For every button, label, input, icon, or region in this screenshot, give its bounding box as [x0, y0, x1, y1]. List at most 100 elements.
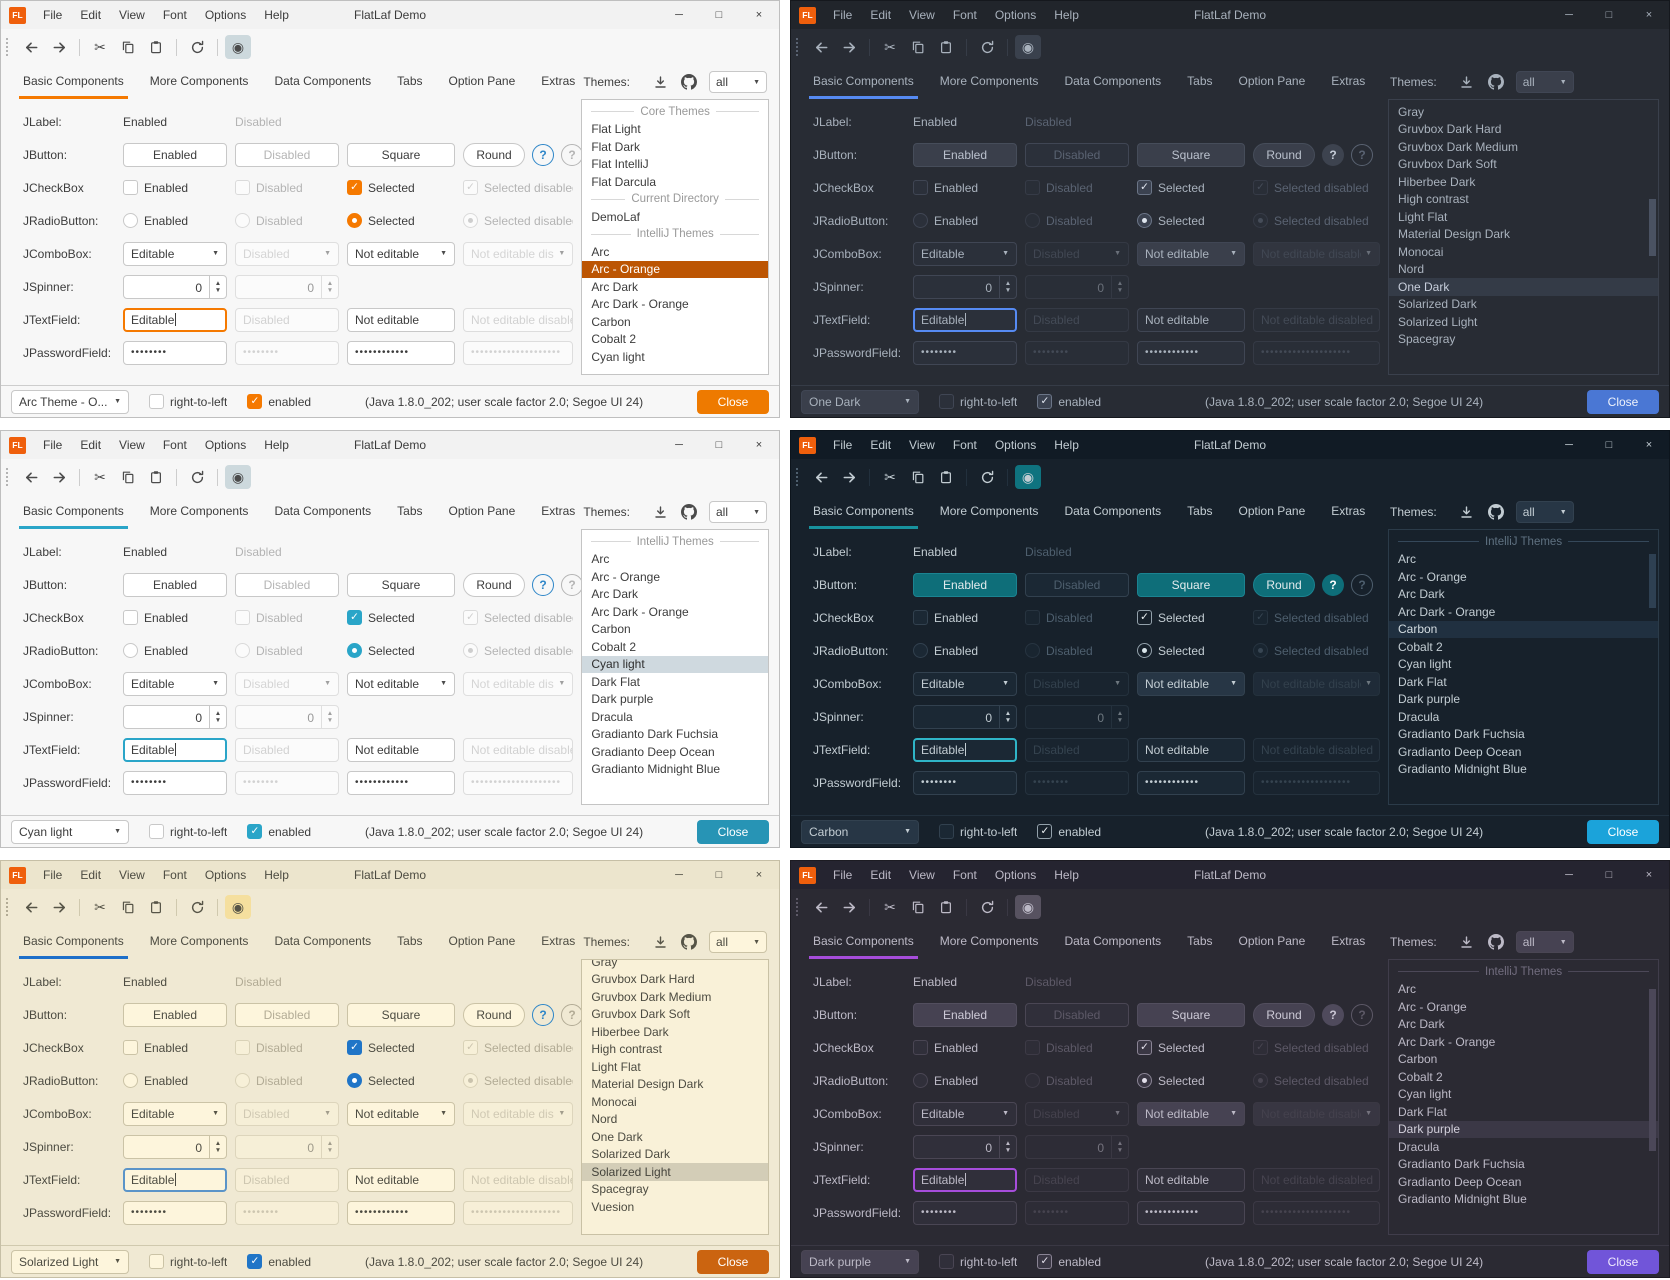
tab-data-components[interactable]: Data Components [1064, 934, 1162, 948]
checkbox-enabled[interactable]: Enabled [123, 180, 188, 195]
minimize-button[interactable]: ─ [675, 869, 683, 881]
cut-button[interactable]: ✂ [94, 468, 106, 485]
list-scrollbar[interactable] [1649, 102, 1656, 372]
checkbox-enabled[interactable]: Enabled [913, 610, 978, 625]
maximize-button[interactable]: □ [715, 9, 723, 21]
theme-list-item[interactable]: Nord [1398, 262, 1425, 277]
menu-item-view[interactable]: View [909, 8, 935, 22]
theme-list-item[interactable]: Arc [591, 552, 610, 567]
passwordfield[interactable]: •••••••••••• [1137, 770, 1245, 795]
square-button[interactable]: Square [1137, 572, 1245, 597]
menu-item-edit[interactable]: Edit [80, 8, 102, 22]
refresh-button[interactable] [184, 35, 210, 59]
scrollbar-thumb[interactable] [1649, 989, 1656, 1151]
tab-data-components[interactable]: Data Components [274, 74, 372, 88]
enabled-button[interactable]: Enabled [913, 1002, 1017, 1027]
forward-button[interactable] [46, 465, 72, 489]
theme-list-item[interactable]: Arc Dark [1398, 587, 1445, 602]
download-themes-button[interactable] [651, 503, 669, 521]
theme-list-item[interactable]: Arc Dark - Orange [1398, 604, 1496, 619]
paste-button[interactable] [933, 465, 959, 489]
menu-item-view[interactable]: View [119, 868, 145, 882]
passwordfield[interactable]: •••••••••••• [1137, 340, 1245, 365]
combobox-editable[interactable]: Editable ▼ [913, 241, 1017, 266]
tab-extras[interactable]: Extras [541, 504, 576, 518]
paste-button[interactable] [143, 895, 169, 919]
theme-list-item[interactable]: Arc Dark - Orange [1398, 1034, 1496, 1049]
passwordfield[interactable]: •••••••• [913, 1200, 1017, 1225]
tab-basic-components[interactable]: Basic Components [809, 495, 918, 529]
paste-button[interactable] [143, 35, 169, 59]
textfield-editable[interactable]: Editable [913, 307, 1017, 332]
menu-item-help[interactable]: Help [264, 438, 289, 452]
tab-option-pane[interactable]: Option Pane [1238, 74, 1306, 88]
menu-item-options[interactable]: Options [994, 8, 1037, 22]
close-window-button[interactable]: × [1645, 869, 1653, 881]
menu-item-file[interactable]: File [43, 438, 63, 452]
textfield-not-editable[interactable]: Not editable [347, 1167, 455, 1192]
theme-list-item[interactable]: Gradianto Dark Fuchsia [591, 727, 719, 742]
menu-item-font[interactable]: Font [162, 8, 187, 22]
maximize-button[interactable]: □ [715, 869, 723, 881]
close-button[interactable]: Close [697, 1249, 769, 1274]
theme-list-item[interactable]: Material Design Dark [1398, 227, 1511, 242]
close-window-button[interactable]: × [1645, 9, 1653, 21]
help-button[interactable]: ? [532, 573, 554, 596]
passwordfield[interactable]: •••••••••••• [347, 340, 455, 365]
theme-list-item[interactable]: Solarized Light [1398, 314, 1478, 329]
theme-list-item[interactable]: Gradianto Midnight Blue [1398, 762, 1527, 777]
tab-tabs[interactable]: Tabs [1187, 504, 1213, 518]
theme-list-item[interactable]: Cyan light [1398, 1087, 1452, 1102]
theme-list-item[interactable]: Material Design Dark [591, 1077, 704, 1092]
help-button[interactable]: ? [1322, 573, 1344, 596]
checkbox-selected[interactable]: ✓ Selected [1137, 1040, 1205, 1055]
theme-list-item[interactable]: Arc - Orange [591, 569, 661, 584]
theme-list-item[interactable]: Monocai [591, 1094, 637, 1109]
refresh-button[interactable] [184, 465, 210, 489]
square-button[interactable]: Square [347, 1002, 455, 1027]
tab-extras[interactable]: Extras [1331, 504, 1366, 518]
back-button[interactable] [18, 465, 44, 489]
theme-list-item[interactable]: Flat Light [591, 122, 641, 137]
square-button[interactable]: Square [1137, 1002, 1245, 1027]
passwordfield[interactable]: •••••••••••• [1137, 1200, 1245, 1225]
theme-list-item[interactable]: One Dark [1389, 278, 1658, 296]
menu-item-edit[interactable]: Edit [870, 438, 892, 452]
radiobutton-enabled[interactable]: Enabled [123, 1073, 188, 1088]
checkbox-selected[interactable]: ✓ Selected [347, 1040, 415, 1055]
radiobutton-selected[interactable]: Selected [1137, 643, 1205, 658]
theme-list-item[interactable]: Monocai [1398, 244, 1444, 259]
theme-combobox[interactable]: Arc Theme - O... ▼ [11, 389, 129, 414]
back-button[interactable] [18, 35, 44, 59]
help-button[interactable]: ? [1322, 1003, 1344, 1026]
square-button[interactable]: Square [347, 142, 455, 167]
round-button[interactable]: Round [1253, 572, 1315, 597]
textfield-editable[interactable]: Editable [123, 307, 227, 332]
radiobutton-selected[interactable]: Selected [347, 643, 415, 658]
menu-item-file[interactable]: File [833, 868, 853, 882]
radiobutton-enabled[interactable]: Enabled [913, 1073, 978, 1088]
theme-list-item[interactable]: Carbon [591, 314, 631, 329]
github-button[interactable] [680, 73, 698, 91]
textfield-editable[interactable]: Editable [913, 737, 1017, 762]
minimize-button[interactable]: ─ [1565, 869, 1573, 881]
tab-tabs[interactable]: Tabs [397, 504, 423, 518]
enabled-checkbox[interactable]: ✓ enabled [1037, 824, 1101, 839]
scrollbar-thumb[interactable] [1649, 199, 1656, 256]
refresh-button[interactable] [974, 35, 1000, 59]
theme-list-item[interactable]: Gradianto Dark Fuchsia [1398, 727, 1525, 742]
spinner-arrows[interactable]: ▲ ▼ [999, 275, 1016, 298]
menu-item-help[interactable]: Help [1054, 868, 1079, 882]
menu-item-options[interactable]: Options [994, 868, 1037, 882]
close-button[interactable]: Close [697, 819, 769, 844]
combobox-editable[interactable]: Editable ▼ [913, 671, 1017, 696]
passwordfield[interactable]: •••••••• [123, 1200, 227, 1225]
scrollbar-thumb[interactable] [1649, 553, 1656, 608]
download-themes-button[interactable] [1458, 933, 1476, 951]
theme-combobox[interactable]: Carbon ▼ [801, 819, 919, 844]
theme-list-item[interactable]: Arc - Orange [582, 260, 768, 278]
spinner-arrows[interactable]: ▲ ▼ [209, 1135, 226, 1158]
theme-list-item[interactable]: Arc [591, 244, 610, 259]
show-hover-eye-toggle[interactable]: ◉ [225, 465, 251, 489]
radiobutton-enabled[interactable]: Enabled [123, 643, 188, 658]
